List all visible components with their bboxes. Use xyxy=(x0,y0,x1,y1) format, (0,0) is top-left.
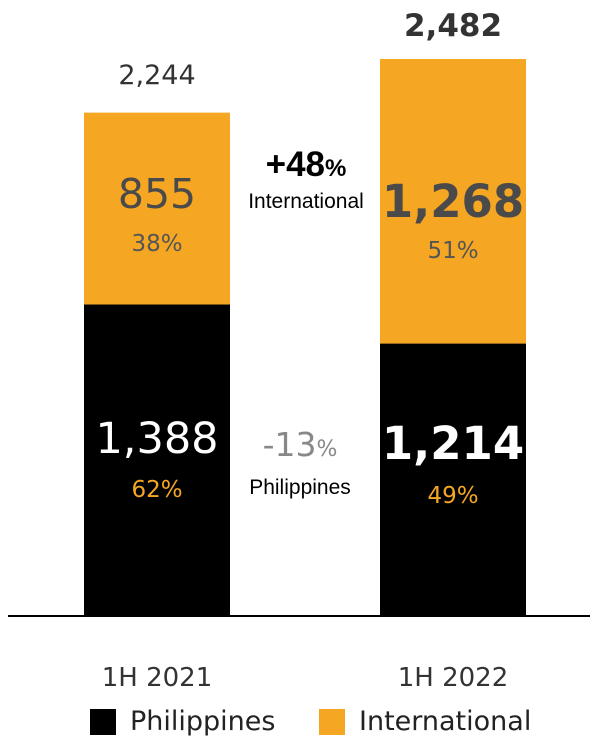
annotation-philippines-label: Philippines xyxy=(249,476,351,499)
chart-legend: Philippines International xyxy=(0,706,590,746)
annotation-international-change-value: +48 xyxy=(266,145,325,184)
legend-swatch-philippines xyxy=(90,708,116,735)
bar-philippines-1h2022 xyxy=(380,343,526,616)
total-label-1h2022: 2,482 xyxy=(404,8,502,44)
x-tick-label-1h2022: 1H 2022 xyxy=(398,663,509,693)
legend-label-philippines: Philippines xyxy=(130,706,276,737)
total-label-1h2021: 2,244 xyxy=(118,60,195,91)
share-label-international-1h2021: 38% xyxy=(131,231,182,257)
bar-international-1h2021 xyxy=(84,112,230,305)
annotation-philippines-change-unit: % xyxy=(317,437,338,462)
value-label-philippines-1h2021: 1,388 xyxy=(95,414,218,464)
share-label-international-1h2022: 51% xyxy=(427,238,478,264)
legend-swatch-international xyxy=(319,708,345,735)
value-label-international-1h2021: 855 xyxy=(118,170,196,218)
share-label-philippines-1h2021: 62% xyxy=(131,477,182,503)
share-label-philippines-1h2022: 49% xyxy=(427,483,478,509)
annotation-philippines-change: -13% xyxy=(263,425,338,464)
value-label-philippines-1h2022: 1,214 xyxy=(382,417,524,470)
legend-item-philippines: Philippines xyxy=(90,706,275,737)
annotation-international-change-unit: % xyxy=(325,155,346,182)
annotation-philippines-change-value: -13 xyxy=(263,425,317,464)
x-tick-label-1h2021: 1H 2021 xyxy=(102,663,213,693)
bar-international-1h2022 xyxy=(380,59,526,344)
legend-item-international: International xyxy=(319,706,531,737)
value-label-international-1h2022: 1,268 xyxy=(382,175,524,228)
annotation-international-label: International xyxy=(248,190,364,213)
annotation-international-change: +48% xyxy=(266,145,347,184)
legend-label-international: International xyxy=(359,706,532,737)
bar-philippines-1h2021 xyxy=(84,304,230,616)
